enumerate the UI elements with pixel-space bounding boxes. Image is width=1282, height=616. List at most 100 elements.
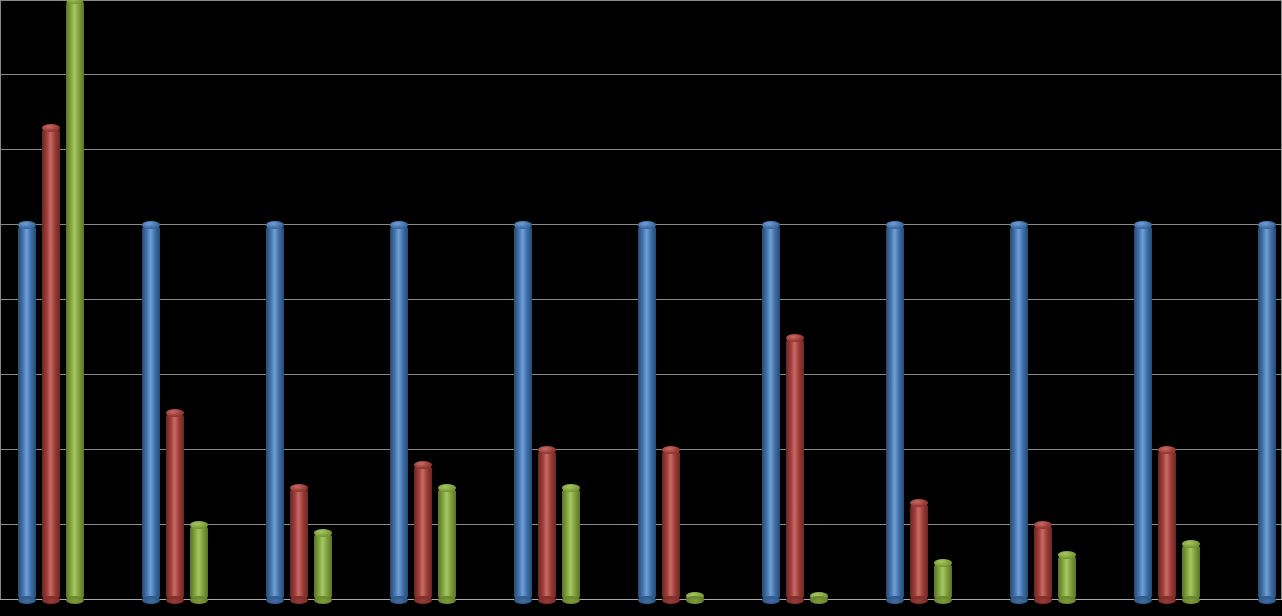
bar-foot xyxy=(638,596,656,604)
bar xyxy=(166,413,184,601)
bar-cap xyxy=(762,221,780,229)
bar-cap xyxy=(886,221,904,229)
bar-cap xyxy=(166,409,184,417)
bar-cap xyxy=(266,221,284,229)
bar xyxy=(934,563,952,601)
bar-foot xyxy=(786,596,804,604)
bar-body xyxy=(910,503,928,601)
bar xyxy=(18,225,36,600)
bar-body xyxy=(514,225,532,600)
bar-foot xyxy=(266,596,284,604)
bar-body xyxy=(786,338,804,601)
bar-foot xyxy=(514,596,532,604)
bar-foot xyxy=(314,596,332,604)
bar xyxy=(638,225,656,600)
bar-cap xyxy=(638,221,656,229)
bar xyxy=(142,225,160,600)
bar xyxy=(538,450,556,600)
bar-foot xyxy=(1010,596,1028,604)
bar xyxy=(1158,450,1176,600)
bar-body xyxy=(1010,225,1028,600)
bar xyxy=(42,128,60,601)
bar xyxy=(786,338,804,601)
bar-body xyxy=(314,533,332,601)
bar-cap xyxy=(538,446,556,454)
bar-cap xyxy=(514,221,532,229)
bar-cap xyxy=(18,221,36,229)
bar-cap xyxy=(1258,221,1276,229)
bar-cap xyxy=(190,521,208,529)
bar xyxy=(266,225,284,600)
bar-cap xyxy=(290,484,308,492)
bar-foot xyxy=(142,596,160,604)
bar-cap xyxy=(390,221,408,229)
grid-line xyxy=(0,149,1282,150)
bar-foot xyxy=(190,596,208,604)
bar-foot xyxy=(42,596,60,604)
bar-cap xyxy=(42,124,60,132)
bar-cap xyxy=(910,499,928,507)
bar-body xyxy=(886,225,904,600)
bar-body xyxy=(934,563,952,601)
bar-body xyxy=(562,488,580,601)
bar-body xyxy=(438,488,456,601)
bar xyxy=(562,488,580,601)
bar-body xyxy=(538,450,556,600)
bar-body xyxy=(1034,525,1052,600)
bar xyxy=(1182,544,1200,600)
bar-body xyxy=(66,0,84,600)
bar-foot xyxy=(810,596,828,604)
bar-body xyxy=(1134,225,1152,600)
bar-foot xyxy=(1134,596,1152,604)
bar xyxy=(414,465,432,600)
bar-foot xyxy=(18,596,36,604)
bar-body xyxy=(190,525,208,600)
bar-body xyxy=(390,225,408,600)
bar-foot xyxy=(1058,596,1076,604)
bar xyxy=(290,488,308,601)
bar-body xyxy=(42,128,60,601)
bar-body xyxy=(414,465,432,600)
bar xyxy=(514,225,532,600)
bar xyxy=(66,0,84,600)
bar-body xyxy=(166,413,184,601)
bar-foot xyxy=(934,596,952,604)
bar xyxy=(910,503,928,601)
bar xyxy=(1058,555,1076,600)
bar-foot xyxy=(886,596,904,604)
bar-foot xyxy=(438,596,456,604)
bar-cap xyxy=(562,484,580,492)
bar-cap xyxy=(1134,221,1152,229)
bar-body xyxy=(762,225,780,600)
bar-foot xyxy=(686,596,704,604)
bar xyxy=(1134,225,1152,600)
bar-foot xyxy=(390,596,408,604)
bar xyxy=(810,596,828,600)
bar-foot xyxy=(662,596,680,604)
bar xyxy=(886,225,904,600)
bar-cap xyxy=(438,484,456,492)
bar xyxy=(686,596,704,600)
bar-body xyxy=(266,225,284,600)
bar-foot xyxy=(762,596,780,604)
bar-foot xyxy=(166,596,184,604)
bar-foot xyxy=(1158,596,1176,604)
bar-cap xyxy=(1158,446,1176,454)
bar xyxy=(190,525,208,600)
bar-cap xyxy=(934,559,952,567)
grid-line xyxy=(0,74,1282,75)
bar-cap xyxy=(786,334,804,342)
bar xyxy=(1258,225,1276,600)
bar-body xyxy=(18,225,36,600)
bar xyxy=(1034,525,1052,600)
bar xyxy=(662,450,680,600)
bar-body xyxy=(142,225,160,600)
bar-cap xyxy=(414,461,432,469)
bar xyxy=(314,533,332,601)
bar-foot xyxy=(910,596,928,604)
bar-cap xyxy=(662,446,680,454)
bar-body xyxy=(290,488,308,601)
bar-body xyxy=(662,450,680,600)
bar-foot xyxy=(538,596,556,604)
bar-body xyxy=(1182,544,1200,600)
